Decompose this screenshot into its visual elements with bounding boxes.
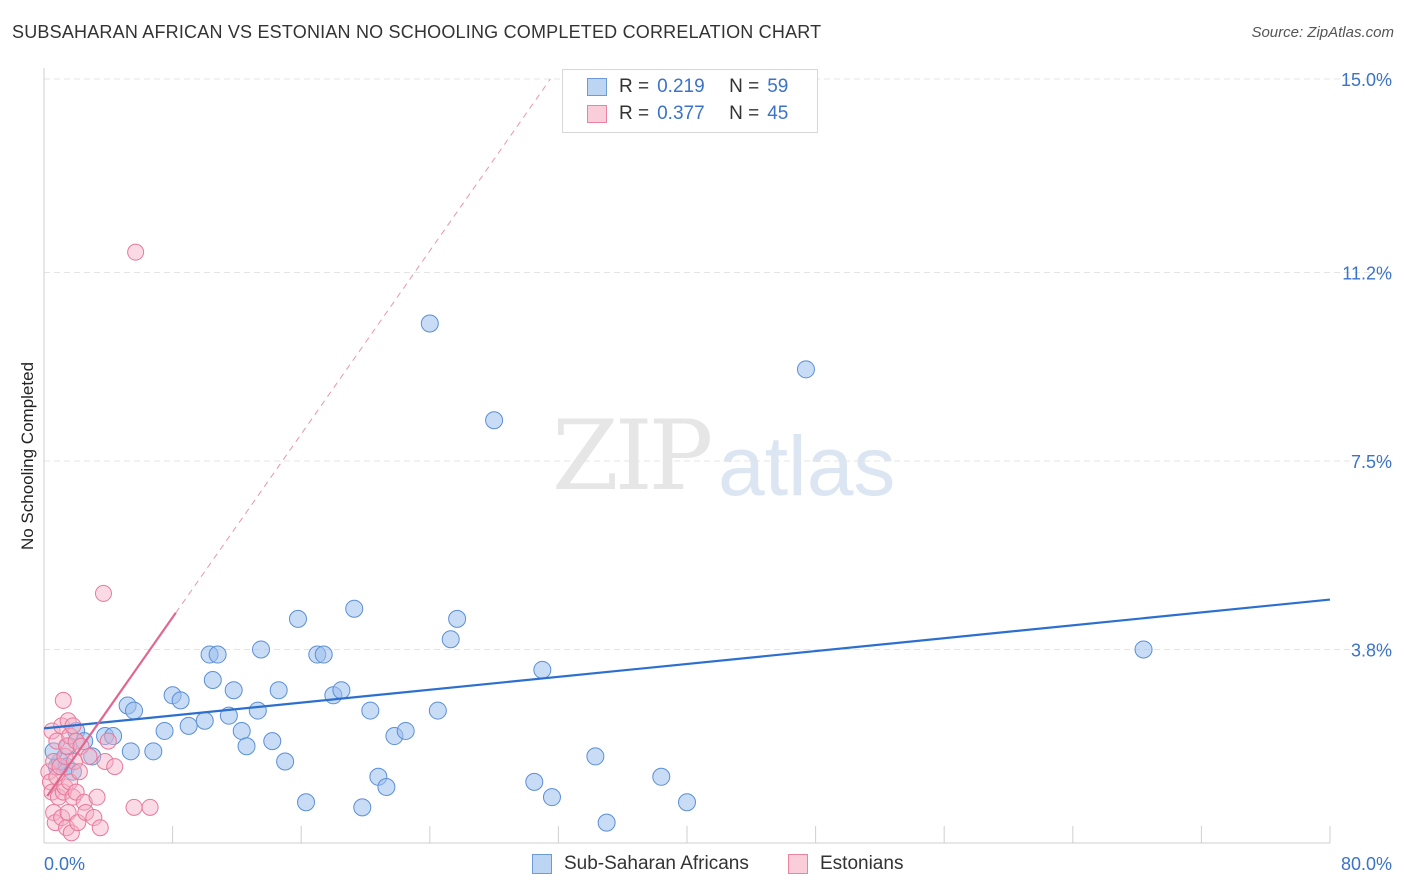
sub-saharan-point xyxy=(361,701,380,720)
estonian-trend-extension xyxy=(175,78,551,614)
sub-saharan-point xyxy=(263,732,282,751)
estonian-point xyxy=(85,809,103,827)
estonian-point xyxy=(77,803,95,821)
sub-saharan-point xyxy=(208,645,227,664)
sub-saharan-point xyxy=(171,691,190,710)
r-value: 0.377 xyxy=(657,103,705,124)
legend-label: Sub-Saharan Africans xyxy=(564,853,749,874)
sub-saharan-point xyxy=(276,752,295,771)
sub-saharan-point xyxy=(144,742,163,761)
r-label: R = xyxy=(619,76,650,97)
n-value: 45 xyxy=(767,103,789,124)
sub-saharan-point xyxy=(332,681,351,700)
estonian-point xyxy=(80,747,98,765)
y-tick-label: 11.2% xyxy=(1342,264,1392,284)
estonian-trend-line xyxy=(46,612,177,797)
sub-saharan-point xyxy=(396,721,415,740)
n-label: N = xyxy=(729,103,760,124)
estonian-point xyxy=(91,819,109,837)
sub-saharan-point xyxy=(248,701,267,720)
sub-saharan-trend-line xyxy=(43,598,1331,730)
estonian-point xyxy=(94,584,112,602)
estonian-point xyxy=(54,691,72,709)
sub-saharan-point xyxy=(121,742,140,761)
x-tick-label-min: 0.0% xyxy=(44,854,85,874)
legend-swatch-pink xyxy=(587,105,607,123)
sub-saharan-point xyxy=(597,813,616,832)
legend-item-sub-saharan-africans[interactable]: Sub-Saharan Africans xyxy=(532,852,749,876)
y-tick-label: 7.5% xyxy=(1351,452,1392,472)
sub-saharan-point xyxy=(420,314,439,333)
sub-saharan-point xyxy=(224,681,243,700)
estonian-point xyxy=(62,824,80,842)
sub-saharan-point xyxy=(586,747,605,766)
sub-saharan-point xyxy=(252,640,271,659)
estonian-point xyxy=(141,798,159,816)
r-label: R = xyxy=(619,103,650,124)
estonian-point xyxy=(58,819,76,837)
n-value: 59 xyxy=(767,76,789,97)
sub-saharan-point xyxy=(195,711,214,730)
sub-saharan-point xyxy=(353,798,372,817)
sub-saharan-point xyxy=(428,701,447,720)
n-label: N = xyxy=(729,76,760,97)
sub-saharan-point xyxy=(678,793,696,812)
estonian-point xyxy=(127,243,145,261)
estonian-point xyxy=(99,732,117,750)
sub-saharan-point xyxy=(485,411,504,430)
sub-saharan-point xyxy=(155,721,174,740)
watermark-zip: ZIP xyxy=(552,400,713,512)
estonian-point xyxy=(125,798,143,816)
sub-saharan-point xyxy=(345,599,364,618)
sub-saharan-point xyxy=(542,788,561,807)
chart-title: SUBSAHARAN AFRICAN VS ESTONIAN NO SCHOOL… xyxy=(12,22,822,42)
estonian-point xyxy=(49,788,67,806)
sub-saharan-point xyxy=(297,793,316,812)
sub-saharan-point xyxy=(652,767,671,786)
sub-saharan-point xyxy=(377,777,396,796)
stats-legend-row-blue: R = 0.219 N = 59 xyxy=(587,74,788,100)
sub-saharan-point xyxy=(269,681,288,700)
x-tick-label-max: 80.0% xyxy=(1341,854,1392,874)
estonian-point xyxy=(58,737,76,755)
r-value: 0.219 xyxy=(657,76,705,97)
watermark-atlas: atlas xyxy=(718,419,896,513)
sub-saharan-point xyxy=(1134,640,1153,659)
source-attribution: Source: ZipAtlas.com xyxy=(1251,24,1394,41)
sub-saharan-point xyxy=(448,609,467,628)
sub-saharan-point xyxy=(125,701,144,720)
y-tick-label: 3.8% xyxy=(1351,640,1392,660)
sub-saharan-point xyxy=(203,671,222,690)
estonian-point xyxy=(70,763,88,781)
y-tick-label: 15.0% xyxy=(1341,70,1392,90)
legend-label: Estonians xyxy=(820,853,904,874)
sub-saharan-point xyxy=(179,716,198,735)
estonian-point xyxy=(64,788,82,806)
legend-swatch-pink xyxy=(788,854,808,874)
estonian-point xyxy=(48,732,66,750)
sub-saharan-point xyxy=(441,630,460,649)
estonian-point xyxy=(96,753,114,771)
legend-swatch-blue xyxy=(587,78,607,96)
sub-saharan-point xyxy=(83,747,102,766)
sub-saharan-point xyxy=(525,772,544,791)
stats-legend: R = 0.219 N = 59 R = 0.377 N = 45 xyxy=(562,69,818,133)
estonian-point xyxy=(88,788,106,806)
sub-saharan-point xyxy=(237,737,256,756)
legend-item-estonians[interactable]: Estonians xyxy=(788,852,903,876)
sub-saharan-point xyxy=(288,609,307,628)
sub-saharan-point xyxy=(314,645,333,664)
sub-saharan-point xyxy=(796,360,815,379)
estonian-point xyxy=(67,732,85,750)
sub-saharan-point xyxy=(104,727,123,746)
sub-saharan-point xyxy=(232,721,251,740)
stats-legend-row-pink: R = 0.377 N = 45 xyxy=(587,101,788,127)
legend-swatch-blue xyxy=(532,854,552,874)
sub-saharan-point xyxy=(219,706,238,725)
sub-saharan-point xyxy=(533,660,552,679)
estonian-point xyxy=(106,758,124,776)
